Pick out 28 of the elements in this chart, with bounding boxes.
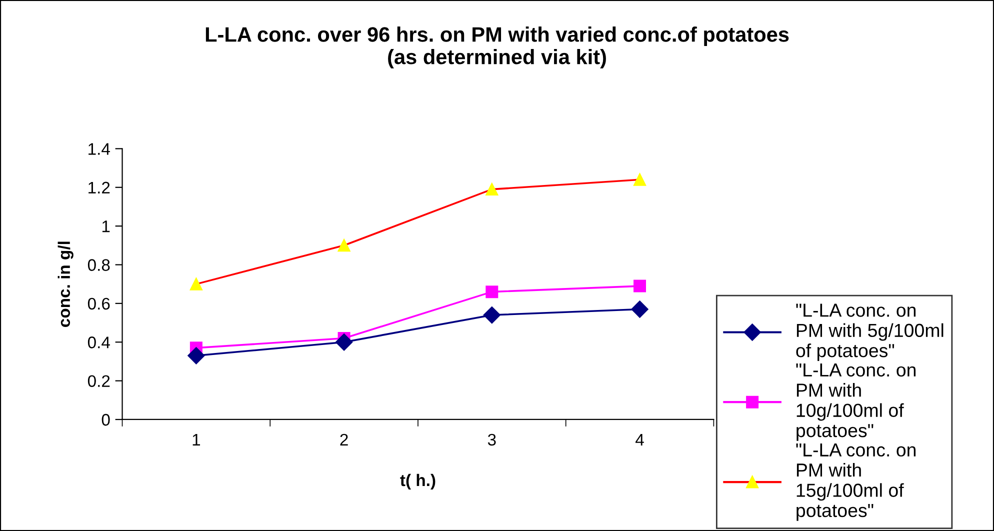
x-tick-label: 3 [488,434,496,446]
point [486,286,498,298]
x-tick-label: 4 [636,434,644,446]
y-tick-label: 0.8 [88,259,110,271]
y-tick-label: 0.4 [88,336,110,348]
y-tick-label: 0.6 [88,298,110,310]
y-axis-title: conc. in g/l [58,242,74,327]
y-tick-label: 1 [102,220,110,232]
x-tick-label: 2 [340,434,348,446]
x-tick-label: 1 [192,434,200,446]
y-tick-label: 1.4 [88,143,110,155]
y-tick-label: 1.2 [88,182,110,194]
legend-label: "L-LA conc. on PM with 10g/100ml of potatoes" [796,364,916,441]
point [634,173,646,186]
point [634,280,646,292]
x-axis-title: t( h.) [400,474,436,490]
point [631,300,648,318]
legend-label: "L-LA conc. on PM with 15g/100ml of potatoes" [796,443,916,521]
point [483,306,500,324]
point [338,239,350,252]
point [190,278,202,290]
point [188,347,205,364]
legend-label: "L-LA conc. on PM with 5g/100ml of potatoes" [796,304,944,361]
point [335,334,353,351]
chart-title: L-LA conc. over 96 hrs. on PM with varied conc.of potatoes (as determined via kit) [206,26,789,68]
point [486,183,498,196]
y-tick-label: 0.2 [88,375,110,388]
y-tick-label: 0 [102,414,110,426]
